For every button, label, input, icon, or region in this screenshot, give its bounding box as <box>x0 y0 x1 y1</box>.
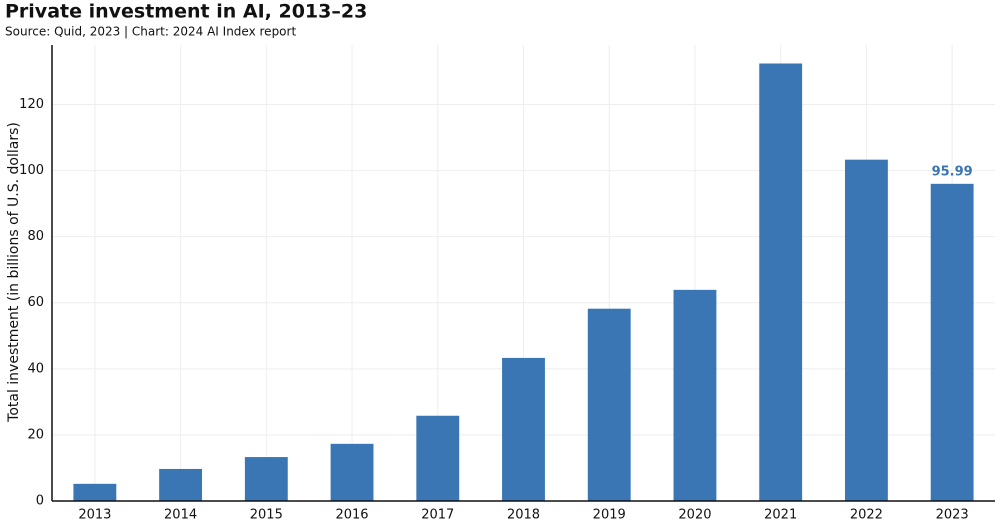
x-tick-label: 2018 <box>507 508 540 523</box>
bar <box>502 357 545 501</box>
chart-title: Private investment in AI, 2013–23 <box>5 1 367 23</box>
y-tick-label: 80 <box>27 229 44 244</box>
y-tick-label: 120 <box>19 97 44 112</box>
x-tick-label: 2014 <box>164 508 197 523</box>
y-tick-label: 100 <box>19 163 44 178</box>
bar <box>159 468 203 501</box>
x-tick-label: 2022 <box>850 508 883 523</box>
bar <box>416 415 460 501</box>
bar <box>673 289 717 501</box>
y-tick-label: 60 <box>27 295 44 310</box>
bar <box>330 443 374 501</box>
chart-subtitle: Source: Quid, 2023 | Chart: 2024 AI Inde… <box>5 25 296 39</box>
x-tick-label: 2017 <box>421 508 454 523</box>
y-tick-label: 0 <box>36 494 44 509</box>
y-tick-label: 20 <box>27 427 44 442</box>
y-tick-label: 40 <box>27 361 44 376</box>
x-tick-label: 2015 <box>250 508 283 523</box>
x-tick-label: 2020 <box>678 508 711 523</box>
x-tick-label: 2023 <box>936 508 969 523</box>
bar <box>844 159 888 501</box>
bar <box>73 483 117 501</box>
bar <box>244 457 288 501</box>
x-tick-label: 2016 <box>335 508 368 523</box>
bar <box>587 308 631 501</box>
x-tick-label: 2013 <box>78 508 111 523</box>
y-axis-label: Total investment (in billions of U.S. do… <box>6 122 22 423</box>
bar <box>759 63 803 502</box>
bar <box>930 183 974 501</box>
x-tick-label: 2019 <box>593 508 626 523</box>
value-label: 95.99 <box>932 164 973 179</box>
x-tick-label: 2021 <box>764 508 797 523</box>
